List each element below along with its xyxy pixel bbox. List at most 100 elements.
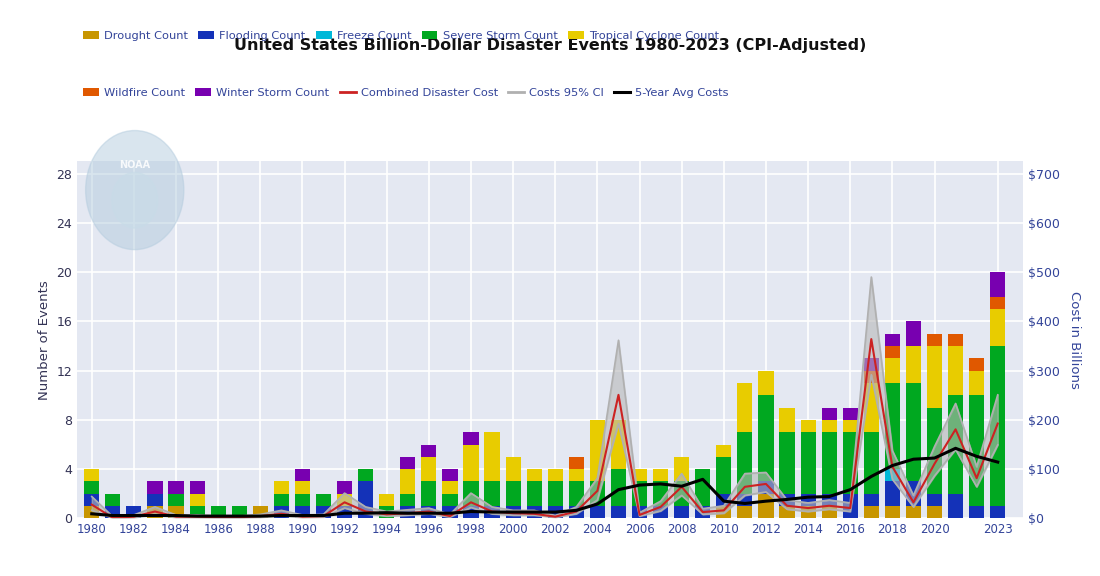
Bar: [758, 482, 773, 494]
Bar: [864, 432, 879, 494]
Bar: [737, 494, 752, 506]
Bar: [421, 482, 437, 506]
Bar: [569, 506, 584, 518]
Bar: [168, 494, 184, 506]
Bar: [822, 506, 837, 518]
Bar: [253, 506, 268, 518]
Bar: [927, 494, 942, 506]
Bar: [316, 506, 331, 518]
Bar: [85, 482, 99, 494]
Bar: [421, 445, 437, 457]
Bar: [969, 358, 984, 370]
Bar: [569, 482, 584, 506]
Bar: [316, 494, 331, 506]
Bar: [610, 469, 626, 506]
Bar: [337, 494, 352, 506]
Bar: [442, 506, 458, 518]
Bar: [674, 506, 690, 518]
Bar: [737, 383, 752, 432]
Bar: [884, 482, 900, 506]
Bar: [610, 506, 626, 518]
Bar: [884, 506, 900, 518]
Bar: [590, 420, 605, 482]
Bar: [822, 408, 837, 420]
Bar: [864, 370, 879, 383]
Bar: [653, 506, 668, 518]
Bar: [400, 494, 416, 506]
Bar: [822, 494, 837, 506]
Bar: [716, 457, 732, 494]
Bar: [801, 432, 816, 494]
Bar: [822, 432, 837, 494]
Bar: [463, 482, 478, 506]
Bar: [147, 494, 163, 506]
Bar: [695, 506, 711, 518]
Bar: [884, 358, 900, 383]
Bar: [337, 506, 352, 518]
Bar: [484, 432, 499, 482]
Bar: [780, 494, 794, 506]
Bar: [569, 457, 584, 469]
Bar: [85, 506, 99, 518]
Bar: [990, 309, 1005, 346]
Bar: [337, 482, 352, 494]
Bar: [822, 420, 837, 432]
Bar: [506, 482, 520, 506]
Bar: [758, 395, 773, 482]
Bar: [463, 432, 478, 445]
Bar: [442, 482, 458, 494]
Bar: [801, 420, 816, 432]
Bar: [737, 506, 752, 518]
Bar: [864, 358, 879, 370]
Bar: [906, 346, 921, 383]
Y-axis label: Cost in Billions: Cost in Billions: [1068, 291, 1080, 389]
Bar: [527, 482, 542, 506]
Bar: [168, 482, 184, 494]
Bar: [927, 506, 942, 518]
Bar: [527, 469, 542, 482]
Bar: [400, 506, 416, 518]
Bar: [716, 494, 732, 506]
Legend: Wildfire Count, Winter Storm Count, Combined Disaster Cost, Costs 95% CI, 5-Year: Wildfire Count, Winter Storm Count, Comb…: [82, 88, 729, 98]
Bar: [780, 432, 794, 494]
Bar: [695, 469, 711, 506]
Bar: [969, 370, 984, 395]
Bar: [210, 506, 225, 518]
Bar: [106, 494, 120, 506]
Bar: [106, 506, 120, 518]
Bar: [864, 494, 879, 506]
Bar: [969, 395, 984, 506]
Bar: [590, 482, 605, 506]
Bar: [927, 346, 942, 408]
Bar: [379, 506, 394, 518]
Bar: [421, 506, 437, 518]
Bar: [780, 408, 794, 432]
Bar: [274, 482, 289, 494]
Bar: [884, 334, 900, 346]
Bar: [990, 297, 1005, 309]
Bar: [569, 469, 584, 482]
Bar: [884, 383, 900, 469]
Bar: [948, 346, 964, 395]
Bar: [232, 506, 246, 518]
Bar: [85, 494, 99, 506]
Bar: [463, 445, 478, 482]
Bar: [990, 272, 1005, 297]
Bar: [189, 506, 205, 518]
Bar: [442, 469, 458, 482]
Bar: [295, 494, 310, 506]
Bar: [400, 469, 416, 494]
Circle shape: [112, 172, 157, 228]
Bar: [548, 469, 563, 482]
Bar: [421, 457, 437, 482]
Bar: [990, 506, 1005, 518]
Bar: [295, 469, 310, 482]
Bar: [379, 494, 394, 506]
Bar: [758, 370, 773, 395]
Bar: [147, 506, 163, 518]
Bar: [85, 469, 99, 482]
Bar: [906, 482, 921, 506]
Bar: [801, 494, 816, 506]
Bar: [990, 346, 1005, 506]
Bar: [274, 494, 289, 506]
